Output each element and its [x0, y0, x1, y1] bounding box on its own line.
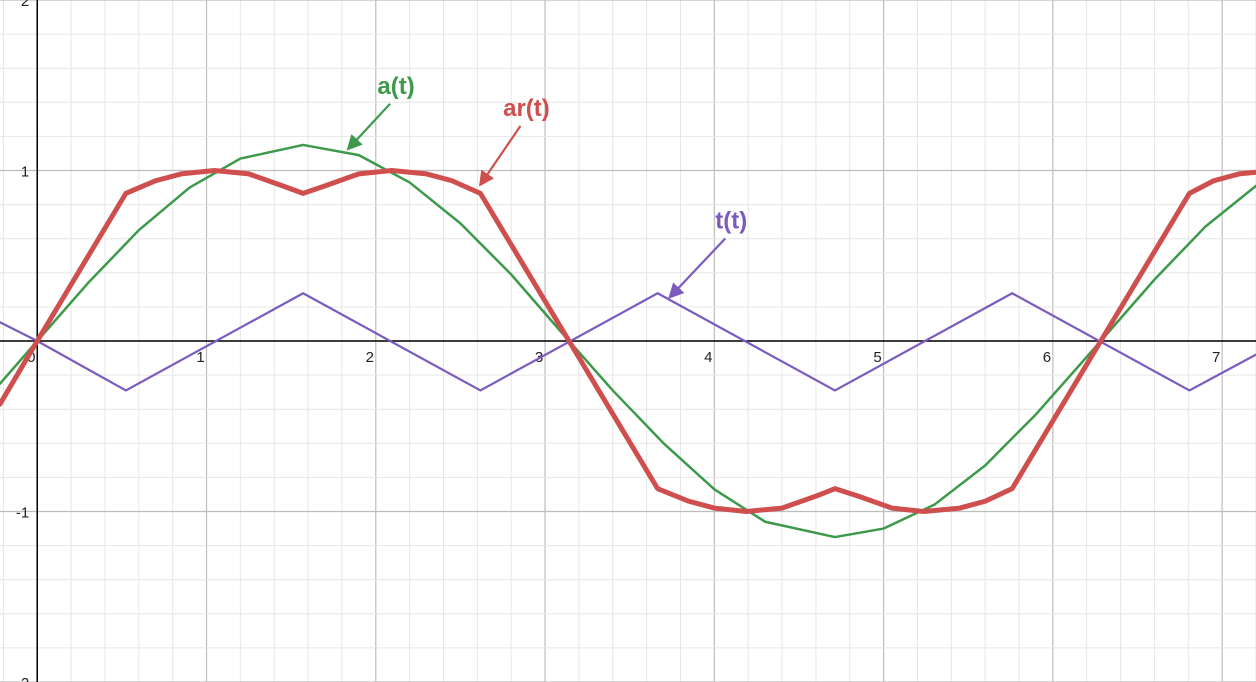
y-tick-label: -2: [16, 675, 29, 682]
series-lines: [0, 143, 1256, 539]
series-line-at: [0, 143, 1256, 539]
annotation-label: t(t): [715, 207, 747, 234]
series-line-tt: [0, 292, 1256, 392]
annotation-arrow: [668, 237, 727, 299]
annotations: a(t) ar(t) t(t): [346, 73, 747, 299]
y-tick-label: 2: [21, 0, 29, 10]
annotation-arrow: [346, 103, 391, 151]
x-tick-label: 5: [873, 349, 881, 366]
annotation-label: ar(t): [503, 95, 550, 122]
y-tick-label: -1: [16, 505, 29, 522]
series-line-art: [0, 168, 1256, 514]
x-tick-label: 6: [1043, 349, 1051, 366]
annotation-label: a(t): [377, 73, 414, 100]
x-tick-label: 2: [366, 349, 374, 366]
annotation-arrow: [478, 125, 522, 187]
x-tick-label: 0: [27, 349, 35, 366]
x-tick-label: 1: [196, 349, 204, 366]
y-tick-label: 1: [21, 164, 29, 181]
x-tick-label: 7: [1212, 349, 1220, 366]
x-tick-label: 4: [704, 349, 712, 366]
